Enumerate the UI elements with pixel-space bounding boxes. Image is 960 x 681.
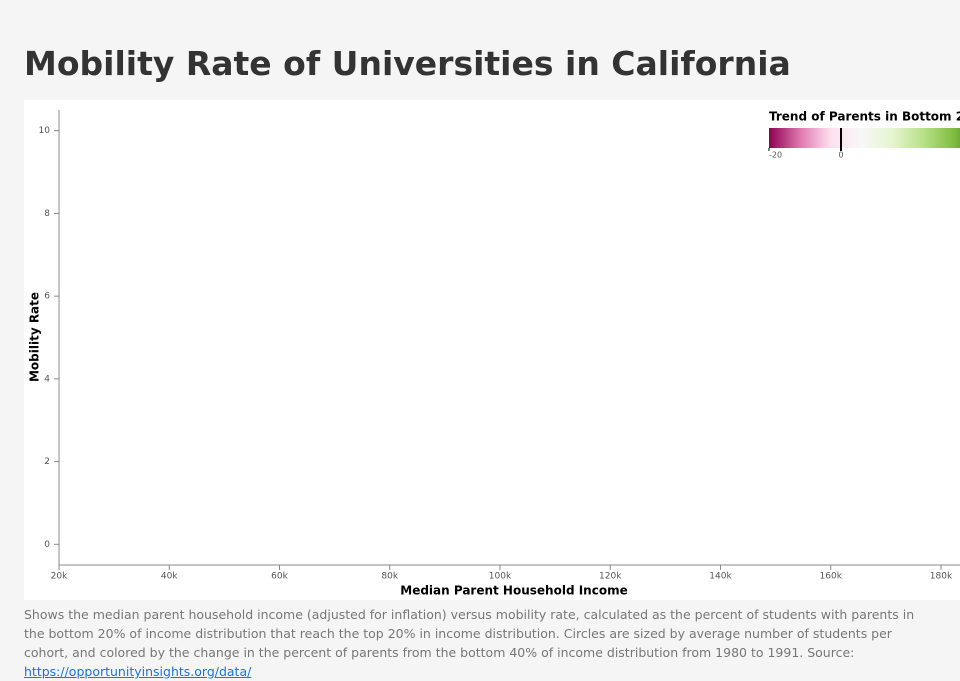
x-tick-label: 120k — [599, 572, 622, 582]
x-tick-label: 20k — [51, 572, 68, 582]
chart: 0 2 4 6 8 10 20k 40k 60k 80k 100k 120k 140k 160k 180k M… — [24, 100, 960, 600]
x-tick-label: 100k — [489, 572, 512, 582]
color-bar — [769, 128, 960, 148]
source-link[interactable]: https://opportunityinsights.org/data/ — [24, 664, 252, 679]
y-tick-label: 2 — [44, 457, 50, 467]
legend-tick-label: 0 — [838, 151, 843, 160]
y-tick-label: 10 — [39, 126, 51, 136]
y-tick-label: 8 — [44, 209, 50, 219]
x-tick-label: 80k — [381, 572, 398, 582]
x-tick-label: 180k — [930, 572, 953, 582]
y-tick-label: 0 — [44, 540, 50, 550]
x-axis-label: Median Parent Household Income — [400, 584, 627, 598]
x-tick-label: 40k — [161, 572, 178, 582]
y-tick-label: 6 — [44, 292, 50, 302]
chart-title: Mobility Rate of Universities in Califor… — [24, 44, 791, 83]
x-tick-label: 160k — [820, 572, 843, 582]
legend-title: Trend of Parents in Bottom 20% — [769, 110, 960, 124]
y-tick-label: 4 — [44, 374, 50, 384]
page: 0 2 4 6 8 10 20k 40k 60k 80k 100k 120k 140k 160k 180k M… — [24, 44, 960, 679]
chart-panel — [24, 100, 960, 600]
description-text: Shows the median parent household income… — [24, 607, 915, 660]
x-tick-label: 140k — [709, 572, 732, 582]
description: Shows the median parent household income… — [24, 605, 934, 681]
legend-tick-label: -20 — [769, 151, 782, 160]
x-tick-label: 60k — [271, 572, 288, 582]
y-axis-label: Mobility Rate — [28, 292, 42, 382]
